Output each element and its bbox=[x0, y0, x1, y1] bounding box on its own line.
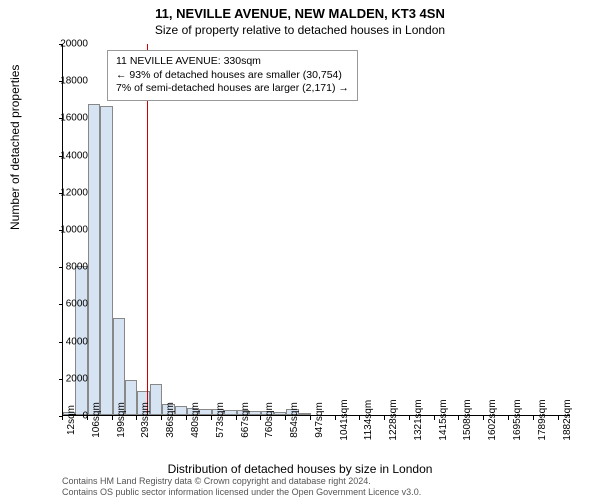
info-box: 11 NEVILLE AVENUE: 330sqm ← 93% of detac… bbox=[107, 50, 358, 101]
y-tick-label: 18000 bbox=[48, 76, 88, 87]
y-tick-label: 10000 bbox=[48, 225, 88, 236]
footer-attribution: Contains HM Land Registry data © Crown c… bbox=[62, 476, 421, 498]
histogram-bar bbox=[299, 413, 311, 415]
y-tick-label: 8000 bbox=[48, 262, 88, 273]
x-tick-label: 760sqm bbox=[264, 402, 275, 438]
y-axis-label: Number of detached properties bbox=[8, 65, 22, 230]
x-tick-mark bbox=[533, 416, 534, 420]
x-tick-mark bbox=[409, 416, 410, 420]
histogram-bar bbox=[175, 406, 187, 415]
info-line-3: 7% of semi-detached houses are larger (2… bbox=[116, 82, 349, 96]
x-tick-mark bbox=[359, 416, 360, 420]
x-tick-mark bbox=[384, 416, 385, 420]
x-tick-mark bbox=[508, 416, 509, 420]
x-tick-label: 1134sqm bbox=[363, 400, 374, 440]
x-tick-label: 293sqm bbox=[140, 402, 151, 438]
x-tick-label: 1695sqm bbox=[512, 399, 523, 440]
x-tick-mark bbox=[260, 416, 261, 420]
y-tick-label: 4000 bbox=[48, 336, 88, 347]
x-tick-mark bbox=[211, 416, 212, 420]
x-tick-label: 1882sqm bbox=[562, 399, 573, 440]
x-tick-mark bbox=[483, 416, 484, 420]
y-tick-label: 16000 bbox=[48, 113, 88, 124]
x-tick-label: 947sqm bbox=[314, 402, 325, 438]
x-tick-label: 1602sqm bbox=[487, 399, 498, 440]
x-tick-mark bbox=[112, 416, 113, 420]
plot-area: 11 NEVILLE AVENUE: 330sqm ← 93% of detac… bbox=[62, 44, 570, 416]
y-tick-label: 20000 bbox=[48, 39, 88, 50]
x-tick-label: 199sqm bbox=[116, 402, 127, 438]
footer-line-1: Contains HM Land Registry data © Crown c… bbox=[62, 476, 421, 487]
x-tick-label: 480sqm bbox=[190, 402, 201, 438]
x-tick-label: 1789sqm bbox=[537, 399, 548, 440]
x-tick-mark bbox=[335, 416, 336, 420]
x-tick-mark bbox=[87, 416, 88, 420]
x-tick-mark bbox=[310, 416, 311, 420]
info-line-2: ← 93% of detached houses are smaller (30… bbox=[116, 69, 349, 83]
x-tick-mark bbox=[434, 416, 435, 420]
page-subtitle: Size of property relative to detached ho… bbox=[0, 21, 600, 37]
x-tick-mark bbox=[62, 416, 63, 420]
x-tick-label: 12sqm bbox=[66, 405, 77, 435]
page-title: 11, NEVILLE AVENUE, NEW MALDEN, KT3 4SN bbox=[0, 0, 600, 21]
chart-area: 11 NEVILLE AVENUE: 330sqm ← 93% of detac… bbox=[62, 44, 570, 416]
histogram-bar bbox=[100, 106, 112, 415]
x-tick-label: 1041sqm bbox=[339, 399, 350, 440]
histogram-bar bbox=[113, 318, 125, 415]
x-tick-label: 854sqm bbox=[289, 402, 300, 438]
info-line-1: 11 NEVILLE AVENUE: 330sqm bbox=[116, 55, 349, 69]
y-tick-label: 2000 bbox=[48, 373, 88, 384]
x-tick-mark bbox=[161, 416, 162, 420]
histogram-bar bbox=[274, 412, 286, 415]
y-tick-label: 6000 bbox=[48, 299, 88, 310]
x-tick-mark bbox=[558, 416, 559, 420]
histogram-bar bbox=[88, 104, 100, 415]
x-tick-label: 667sqm bbox=[240, 402, 251, 438]
y-tick-label: 12000 bbox=[48, 187, 88, 198]
x-tick-label: 1321sqm bbox=[413, 399, 424, 440]
x-tick-mark bbox=[186, 416, 187, 420]
x-tick-mark bbox=[458, 416, 459, 420]
x-tick-label: 1508sqm bbox=[462, 399, 473, 440]
x-tick-label: 1415sqm bbox=[438, 399, 449, 440]
x-tick-label: 106sqm bbox=[91, 402, 102, 438]
x-axis-label: Distribution of detached houses by size … bbox=[0, 462, 600, 476]
x-tick-label: 386sqm bbox=[165, 402, 176, 438]
histogram-bar bbox=[199, 409, 211, 416]
x-tick-mark bbox=[236, 416, 237, 420]
x-tick-mark bbox=[136, 416, 137, 420]
footer-line-2: Contains OS public sector information li… bbox=[62, 487, 421, 498]
histogram-bar bbox=[150, 384, 162, 415]
x-tick-label: 1228sqm bbox=[388, 399, 399, 440]
x-tick-mark bbox=[285, 416, 286, 420]
y-tick-label: 14000 bbox=[48, 150, 88, 161]
x-tick-label: 573sqm bbox=[215, 402, 226, 438]
